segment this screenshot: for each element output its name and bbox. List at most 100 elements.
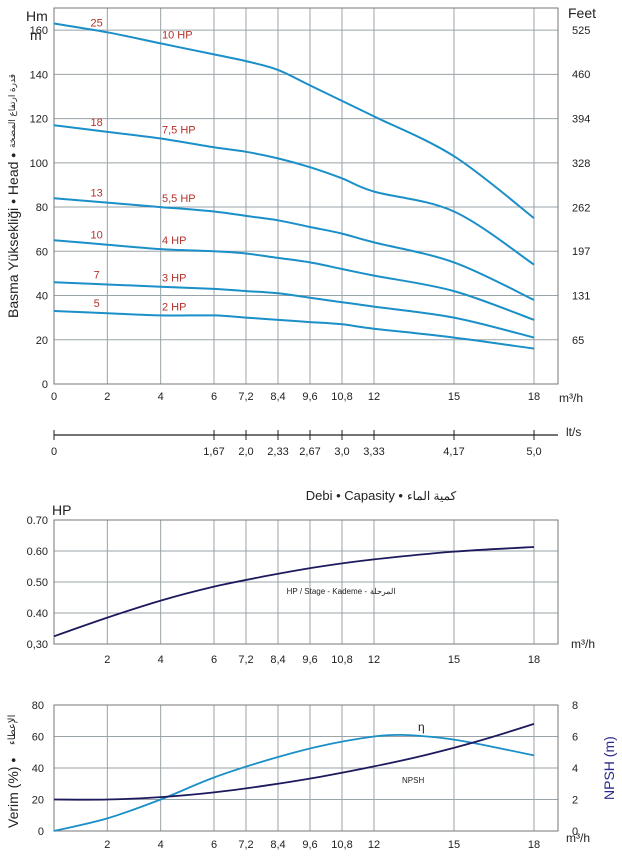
stage-count-label: 13 bbox=[91, 188, 103, 200]
efficiency-y-label-arabic: الإعطاء bbox=[7, 715, 18, 745]
power-x-tick-label: 18 bbox=[528, 654, 540, 666]
efficiency-chart-npsh-ticks: 0 2 4 6 8 bbox=[572, 700, 578, 838]
hp-per-stage-curve bbox=[53, 546, 535, 638]
efficiency-x-tick-label: 2 bbox=[104, 839, 110, 851]
efficiency-chart-x-ticks: 2 4 6 7,2 8,4 9,6 10,8 12 15 18 bbox=[104, 839, 540, 851]
head-curve-4 bbox=[53, 239, 535, 321]
power-y-tick-label: 0.40 bbox=[27, 608, 48, 620]
lts-unit: lt/s bbox=[566, 425, 581, 439]
power-y-tick-label: 0.50 bbox=[27, 577, 48, 589]
head-x-tick-label: 2 bbox=[104, 391, 110, 403]
stage-count-label: 5 bbox=[94, 298, 100, 310]
head-y-tick-label: 140 bbox=[30, 69, 48, 81]
head-curve-2 bbox=[53, 124, 535, 266]
stage-count-label: 7 bbox=[94, 269, 100, 281]
feet-tick-label: 197 bbox=[572, 246, 590, 258]
head-y-tick-label: 100 bbox=[30, 158, 48, 170]
head-chart-feet-ticks: 65 131 197 262 328 394 460 525 bbox=[572, 25, 590, 347]
efficiency-chart: 2 4 6 7,2 8,4 9,6 10,8 12 15 18 0 20 40 60 80 0 2 4 6 8 η… bbox=[5, 700, 617, 851]
head-y-tick-label: 80 bbox=[36, 202, 48, 214]
head-x-tick-label: 12 bbox=[368, 391, 380, 403]
efficiency-chart-frame bbox=[53, 704, 559, 832]
power-y-tick-label: 0.60 bbox=[27, 546, 48, 558]
head-curve-5 bbox=[53, 281, 535, 339]
power-x-tick-label: 7,2 bbox=[238, 654, 253, 666]
feet-tick-label: 65 bbox=[572, 335, 584, 347]
power-x-tick-label: 8,4 bbox=[270, 654, 285, 666]
efficiency-chart-curves bbox=[53, 723, 535, 832]
stage-count-label: 25 bbox=[91, 17, 103, 29]
efficiency-y-tick-label: 0 bbox=[38, 826, 44, 838]
head-x-tick-label: 18 bbox=[528, 391, 540, 403]
efficiency-x-tick-label: 9,6 bbox=[302, 839, 317, 851]
efficiency-y-tick-label: 20 bbox=[32, 795, 44, 807]
head-x-unit: m³/h bbox=[559, 391, 583, 405]
head-x-tick-label: 8,4 bbox=[270, 391, 285, 403]
efficiency-y-tick-label: 40 bbox=[32, 763, 44, 775]
npsh-axis-label: NPSH (m) bbox=[601, 736, 617, 800]
lts-tick-label: 4,17 bbox=[443, 446, 464, 458]
hp-label: 4 HP bbox=[162, 235, 186, 247]
head-curve-3 bbox=[53, 197, 535, 301]
lts-tick-label: 2,0 bbox=[238, 446, 253, 458]
efficiency-chart-grid bbox=[54, 704, 558, 832]
efficiency-x-tick-label: 15 bbox=[448, 839, 460, 851]
eta-label: η bbox=[418, 720, 425, 734]
head-y-label: Basma Yüksekliği • Head • bbox=[5, 153, 21, 318]
power-chart-curves bbox=[53, 546, 535, 638]
efficiency-x-tick-label: 6 bbox=[211, 839, 217, 851]
power-x-tick-label: 15 bbox=[448, 654, 460, 666]
efficiency-x-tick-label: 10,8 bbox=[331, 839, 352, 851]
capacity-title-arabic: كمية الماء bbox=[407, 489, 457, 503]
power-y-tick-label: 0,30 bbox=[27, 639, 48, 651]
hp-label: 7,5 HP bbox=[162, 124, 196, 136]
hp-label: 3 HP bbox=[162, 273, 186, 285]
hp-label: 2 HP bbox=[162, 301, 186, 313]
hp-axis-title: HP bbox=[52, 502, 71, 518]
power-chart-y-ticks: 0,30 0.40 0.50 0.60 0.70 bbox=[27, 515, 48, 651]
feet-tick-label: 460 bbox=[572, 69, 590, 81]
power-x-tick-label: 9,6 bbox=[302, 654, 317, 666]
npsh-label: NPSH bbox=[402, 776, 424, 785]
hp-label: 5,5 HP bbox=[162, 193, 196, 205]
efficiency-x-tick-label: 18 bbox=[528, 839, 540, 851]
lts-tick-label: 1,67 bbox=[203, 446, 224, 458]
efficiency-x-tick-label: 8,4 bbox=[270, 839, 285, 851]
head-axis-title: Hm bbox=[26, 8, 48, 24]
hp-stage-note: HP / Stage - Kademe - bbox=[287, 587, 368, 596]
head-y-tick-label: 0 bbox=[42, 379, 48, 391]
head-chart-x-ticks: 0 2 4 6 7,2 8,4 9,6 10,8 12 15 18 bbox=[51, 391, 540, 403]
head-y-tick-label: 120 bbox=[30, 114, 48, 126]
npsh-tick-label: 8 bbox=[572, 700, 578, 712]
power-y-tick-label: 0.70 bbox=[27, 515, 48, 527]
head-y-tick-label: 20 bbox=[36, 335, 48, 347]
feet-tick-label: 394 bbox=[572, 113, 590, 125]
power-chart-x-ticks: 2 4 6 7,2 8,4 9,6 10,8 12 15 18 bbox=[104, 654, 540, 666]
head-y-tick-label: 60 bbox=[36, 246, 48, 258]
lts-ticks: 0 1,67 2,0 2,33 2,67 3,0 3,33 4,17 5,0 bbox=[51, 430, 542, 458]
npsh-curve bbox=[53, 723, 535, 801]
stage-count-label: 10 bbox=[91, 230, 103, 242]
power-x-unit: m³/h bbox=[571, 637, 595, 651]
power-x-tick-label: 4 bbox=[158, 654, 164, 666]
power-chart-frame bbox=[53, 519, 559, 645]
head-x-tick-label: 10,8 bbox=[331, 391, 352, 403]
efficiency-curve bbox=[53, 733, 535, 832]
head-x-tick-label: 4 bbox=[158, 391, 164, 403]
stage-count-label: 18 bbox=[91, 117, 103, 129]
capacity-title: Debi • Capasity • bbox=[306, 488, 404, 503]
npsh-tick-label: 2 bbox=[572, 795, 578, 807]
lts-tick-label: 2,33 bbox=[267, 446, 288, 458]
efficiency-y-tick-label: 60 bbox=[32, 732, 44, 744]
lts-tick-label: 3,0 bbox=[334, 446, 349, 458]
feet-tick-label: 525 bbox=[572, 25, 590, 37]
efficiency-x-unit: m³/h bbox=[566, 831, 590, 845]
head-x-tick-label: 7,2 bbox=[238, 391, 253, 403]
lts-tick-label: 2,67 bbox=[299, 446, 320, 458]
efficiency-chart-y-ticks: 0 20 40 60 80 bbox=[32, 700, 44, 838]
power-chart: Debi • Capasity • كمية الماء HP 2 4 6 7,2 8,… bbox=[27, 488, 595, 666]
head-y-tick-label: 160 bbox=[30, 25, 48, 37]
efficiency-x-tick-label: 4 bbox=[158, 839, 164, 851]
